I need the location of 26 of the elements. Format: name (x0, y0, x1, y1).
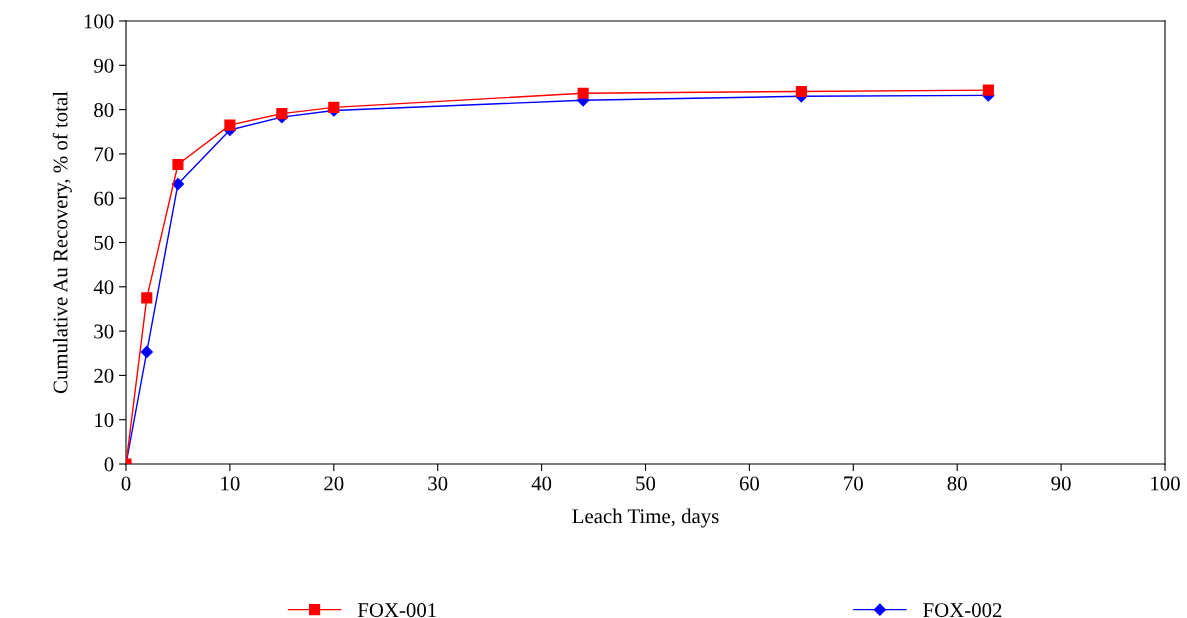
y-tick-label: 30 (94, 324, 114, 339)
x-tick-label: 10 (221, 476, 240, 491)
y-tick-label: 40 (93, 280, 114, 295)
y-tick-label: 70 (94, 147, 114, 162)
x-tick-label: 90 (1051, 476, 1071, 491)
y-tick-label: 60 (94, 191, 114, 206)
x-tick-label: 40 (531, 476, 552, 491)
y-tick-label: 80 (94, 102, 114, 118)
x-tick-label: 100 (1151, 476, 1180, 491)
y-axis-title: Cumulative Au Recovery, % of total (52, 91, 72, 394)
y-tick-label: 50 (94, 235, 114, 250)
y-tick-label: 100 (84, 14, 114, 29)
x-tick-label: 50 (636, 476, 656, 491)
x-tick-label: 30 (428, 476, 448, 491)
x-tick-label: 0 (121, 476, 131, 491)
y-tick-label: 20 (94, 368, 114, 383)
legend-label: FOX-001 (357, 603, 436, 618)
x-tick-label: 80 (947, 476, 967, 491)
y-tick-label: 10 (95, 413, 114, 428)
x-tick-label: 60 (739, 476, 760, 491)
x-axis-title: Leach Time, days (572, 508, 719, 528)
legend-label: FOX-002 (923, 603, 1002, 618)
y-tick-label: 90 (94, 58, 114, 73)
y-tick-label: 0 (104, 457, 114, 472)
x-tick-label: 20 (324, 476, 344, 491)
x-tick-label: 70 (844, 476, 863, 491)
